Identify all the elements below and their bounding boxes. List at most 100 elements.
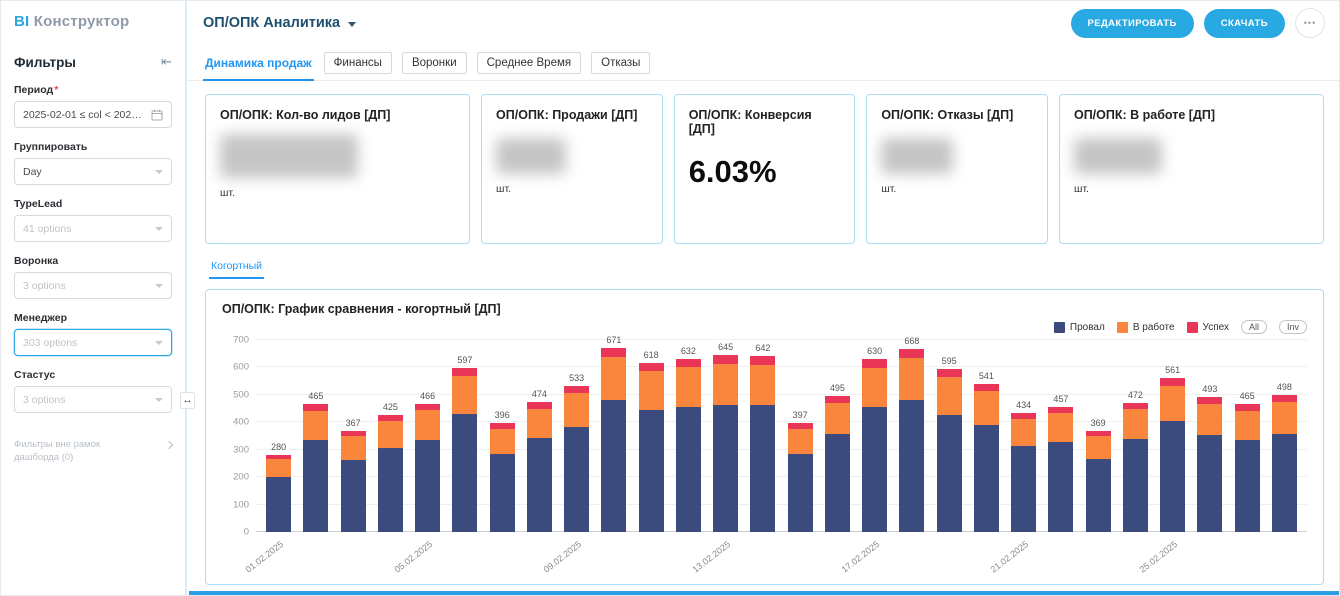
more-options-button[interactable]: •••: [1295, 8, 1325, 38]
bar-segment-proval[interactable]: [415, 439, 441, 532]
bar-segment-success[interactable]: [1271, 395, 1297, 403]
bar-stack[interactable]: 595: [936, 356, 962, 532]
bar-segment-success[interactable]: [1197, 396, 1223, 404]
bar-segment-success[interactable]: [415, 404, 441, 411]
bar-segment-success[interactable]: [1048, 406, 1074, 413]
bar-group[interactable]: 668: [893, 336, 930, 532]
bar-segment-success[interactable]: [1234, 404, 1260, 411]
bar-segment-inwork[interactable]: [1085, 435, 1111, 460]
bar-stack[interactable]: 280: [266, 442, 292, 532]
bar-stack[interactable]: 630: [862, 346, 888, 532]
bar-segment-inwork[interactable]: [713, 363, 739, 405]
bar-stack[interactable]: 498: [1271, 382, 1297, 532]
bar-group[interactable]: 671: [595, 335, 632, 532]
bar-segment-inwork[interactable]: [1271, 402, 1297, 434]
bar-segment-inwork[interactable]: [303, 410, 329, 441]
bar-stack[interactable]: 541: [973, 371, 999, 532]
bar-stack[interactable]: 671: [601, 335, 627, 532]
bar-stack[interactable]: 533: [564, 373, 590, 532]
bar-stack[interactable]: 632: [675, 346, 701, 532]
bar-segment-proval[interactable]: [1048, 441, 1074, 532]
bar-segment-success[interactable]: [564, 385, 590, 394]
legend-item-success[interactable]: Успех: [1186, 321, 1229, 333]
bar-segment-inwork[interactable]: [1160, 385, 1186, 422]
bar-segment-success[interactable]: [713, 355, 739, 364]
bar-segment-inwork[interactable]: [377, 421, 403, 449]
bar-segment-proval[interactable]: [303, 440, 329, 532]
bar-segment-proval[interactable]: [638, 409, 664, 532]
bar-segment-inwork[interactable]: [973, 391, 999, 426]
bar-segment-proval[interactable]: [266, 476, 292, 532]
bar-segment-proval[interactable]: [1011, 446, 1037, 532]
manager-select[interactable]: 303 options: [14, 329, 172, 356]
dashboard-title-dropdown[interactable]: ОП/ОПК Аналитика: [203, 15, 357, 31]
bar-segment-success[interactable]: [973, 383, 999, 392]
bar-segment-proval[interactable]: [1085, 459, 1111, 532]
bar-stack[interactable]: 457: [1048, 394, 1074, 532]
bar-segment-proval[interactable]: [489, 453, 515, 532]
bar-segment-inwork[interactable]: [340, 436, 366, 460]
bar-segment-inwork[interactable]: [675, 367, 701, 408]
bar-segment-proval[interactable]: [750, 405, 776, 532]
bar-segment-success[interactable]: [266, 455, 292, 460]
bar-stack[interactable]: 466: [415, 391, 441, 532]
bar-segment-proval[interactable]: [675, 407, 701, 532]
bar-stack[interactable]: 495: [824, 383, 850, 532]
bar-segment-proval[interactable]: [601, 399, 627, 532]
bar-segment-success[interactable]: [675, 358, 701, 368]
bar-stack[interactable]: 397: [787, 410, 813, 532]
bar-stack[interactable]: 465: [1234, 391, 1260, 532]
bar-segment-inwork[interactable]: [1048, 412, 1074, 442]
tab-kogortny[interactable]: Когортный: [209, 258, 265, 279]
bar-segment-inwork[interactable]: [787, 428, 813, 454]
bar-segment-success[interactable]: [862, 359, 888, 368]
typelead-select[interactable]: 41 options: [14, 215, 172, 242]
download-button[interactable]: СКАЧАТЬ: [1203, 8, 1285, 38]
period-input[interactable]: 2025-02-01 ≤ col < 2025...: [14, 101, 172, 128]
bar-segment-inwork[interactable]: [564, 393, 590, 427]
bar-segment-inwork[interactable]: [1122, 409, 1148, 439]
bar-stack[interactable]: 425: [377, 402, 403, 532]
bar-segment-success[interactable]: [1122, 402, 1148, 410]
bar-group[interactable]: 367: [335, 340, 372, 532]
bar-segment-inwork[interactable]: [862, 367, 888, 408]
bar-group[interactable]: 474: [521, 340, 558, 532]
bar-stack[interactable]: 618: [638, 350, 664, 533]
bar-group[interactable]: 465: [1229, 340, 1266, 532]
bar-group[interactable]: 472: [1117, 340, 1154, 532]
bar-segment-proval[interactable]: [1271, 433, 1297, 532]
bar-group[interactable]: 541: [968, 340, 1005, 532]
bar-group[interactable]: 280 01.02.2025: [243, 340, 297, 575]
horizontal-scrollbar[interactable]: [189, 591, 1339, 595]
bar-segment-proval[interactable]: [340, 459, 366, 532]
bar-group[interactable]: 632: [670, 340, 707, 532]
collapse-sidebar-icon[interactable]: ⇤: [161, 54, 172, 69]
bar-segment-inwork[interactable]: [1197, 403, 1223, 435]
bar-segment-inwork[interactable]: [415, 410, 441, 440]
bar-group[interactable]: 369: [1080, 340, 1117, 532]
bar-stack[interactable]: 474: [526, 389, 552, 532]
bar-stack[interactable]: 434: [1011, 400, 1037, 532]
bar-segment-success[interactable]: [303, 404, 329, 411]
bar-stack[interactable]: 597: [452, 355, 478, 532]
bar-segment-success[interactable]: [526, 402, 552, 409]
bar-segment-success[interactable]: [1011, 412, 1037, 419]
bar-stack[interactable]: 396: [489, 410, 515, 532]
bar-segment-inwork[interactable]: [1011, 419, 1037, 447]
bar-segment-inwork[interactable]: [899, 357, 925, 401]
bar-group[interactable]: 495: [819, 340, 856, 532]
bar-group[interactable]: 457: [1042, 340, 1079, 532]
bar-segment-proval[interactable]: [1197, 434, 1223, 532]
bar-segment-success[interactable]: [452, 368, 478, 377]
bar-segment-success[interactable]: [750, 355, 776, 365]
bar-segment-proval[interactable]: [899, 400, 925, 532]
bar-stack[interactable]: 645: [713, 342, 739, 532]
bar-group[interactable]: 618: [633, 340, 670, 532]
bar-group[interactable]: 533 09.02.2025: [541, 340, 595, 575]
tab-srednee-vremya[interactable]: Среднее Время: [476, 51, 582, 74]
bar-group[interactable]: 493: [1191, 340, 1228, 532]
legend-item-proval[interactable]: Провал: [1053, 321, 1105, 333]
bar-stack[interactable]: 493: [1197, 384, 1223, 532]
bar-stack[interactable]: 465: [303, 391, 329, 532]
bar-segment-inwork[interactable]: [452, 376, 478, 415]
